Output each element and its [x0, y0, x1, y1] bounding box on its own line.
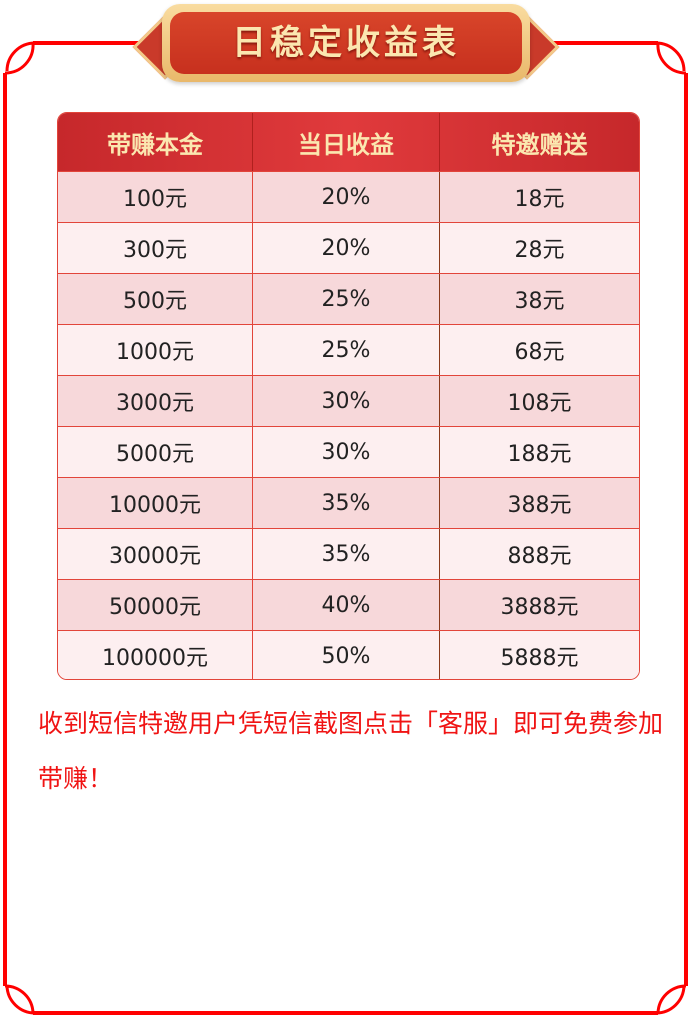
- cell-bonus: 28元: [514, 238, 565, 263]
- cell-principal: 3000元: [58, 376, 253, 426]
- table-row: 3000元 30% 108元: [58, 375, 639, 426]
- banner-inner: [170, 12, 522, 74]
- cell-bonus: 18元: [514, 187, 565, 212]
- header-principal: 带赚本金: [58, 113, 253, 171]
- cell-daily-income: 30%: [253, 427, 440, 477]
- cell-principal: 50000元: [58, 580, 253, 630]
- cell-principal: 30000元: [58, 529, 253, 579]
- cell-daily-income: 20%: [253, 172, 440, 222]
- table-row: 500元 25% 38元: [58, 273, 639, 324]
- cell-daily-income: 40%: [253, 580, 440, 630]
- cell-principal: 5000元: [58, 427, 253, 477]
- cell-principal: 100000元: [58, 631, 253, 679]
- income-table: 带赚本金 当日收益 特邀赠送 100元 20% 18元 300元 20% 28元 500元 2…: [57, 112, 640, 680]
- table-row: 300元 20% 28元: [58, 222, 639, 273]
- cell-principal: 300元: [58, 223, 253, 273]
- cell-bonus: 108元: [507, 391, 572, 416]
- cell-bonus: 188元: [507, 442, 572, 467]
- cell-daily-income: 25%: [253, 325, 440, 375]
- title-banner: 日稳定收益表: [132, 2, 560, 86]
- table-row: 100元 20% 18元: [58, 171, 639, 222]
- cell-bonus: 38元: [514, 289, 565, 314]
- cell-principal: 500元: [58, 274, 253, 324]
- cell-daily-income: 35%: [253, 478, 440, 528]
- cell-principal: 1000元: [58, 325, 253, 375]
- page-title: 日稳定收益表: [232, 23, 460, 63]
- table-row: 1000元 25% 68元: [58, 324, 639, 375]
- table-row: 100000元 50% 5888元: [58, 630, 639, 679]
- cell-bonus: 888元: [507, 544, 572, 569]
- header-daily-income: 当日收益: [253, 113, 440, 171]
- cell-principal: 10000元: [58, 478, 253, 528]
- cell-daily-income: 30%: [253, 376, 440, 426]
- cell-daily-income: 20%: [253, 223, 440, 273]
- cell-daily-income: 25%: [253, 274, 440, 324]
- table-row: 30000元 35% 888元: [58, 528, 639, 579]
- notice-text: 收到短信特邀用户凭短信截图点击「客服」即可免费参加带赚！: [38, 709, 664, 793]
- cell-daily-income: 50%: [253, 631, 440, 679]
- table-row: 50000元 40% 3888元: [58, 579, 639, 630]
- table-header: 带赚本金 当日收益 特邀赠送: [58, 113, 639, 171]
- table-row: 5000元 30% 188元: [58, 426, 639, 477]
- cell-principal: 100元: [58, 172, 253, 222]
- table-row: 10000元 35% 388元: [58, 477, 639, 528]
- cell-bonus: 68元: [514, 340, 565, 365]
- cell-bonus: 5888元: [500, 646, 579, 671]
- cell-bonus: 388元: [507, 493, 572, 518]
- header-bonus: 特邀赠送: [491, 130, 588, 159]
- cell-bonus: 3888元: [500, 595, 579, 620]
- cell-daily-income: 35%: [253, 529, 440, 579]
